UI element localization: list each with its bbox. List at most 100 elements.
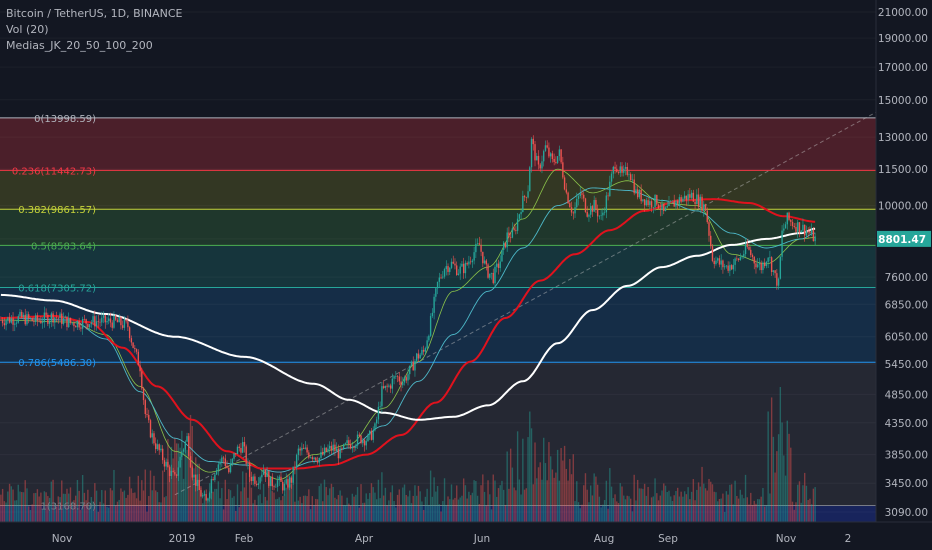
volume-bar (570, 474, 573, 522)
volume-bar (228, 489, 230, 522)
volume-bar (358, 507, 360, 522)
volume-bar (146, 511, 148, 522)
candle-body (466, 262, 468, 265)
volume-bar (224, 479, 227, 522)
candle-body (577, 196, 580, 199)
candle-body (610, 173, 613, 182)
candle-body (104, 315, 106, 323)
volume-bar (457, 499, 460, 522)
time-tick-label: Aug (594, 533, 615, 545)
volume-bar (410, 503, 413, 522)
candle-body (228, 467, 230, 473)
candle-body (367, 434, 369, 442)
candle-body (549, 153, 552, 157)
candle-body (99, 321, 101, 323)
symbol-title[interactable]: Bitcoin / TetherUS, 1D, BINANCE (6, 7, 183, 20)
candle-body (757, 264, 759, 268)
volume-bar (515, 490, 517, 522)
volume-bar (78, 490, 80, 522)
candle-body (309, 457, 312, 458)
candle-body (83, 318, 86, 320)
volume-bar (701, 466, 703, 522)
candle-body (38, 320, 40, 322)
volume-bar (34, 492, 37, 522)
volume-bar (349, 505, 352, 522)
time-tick-label: Sep (658, 533, 678, 545)
last-price-tag (877, 230, 931, 247)
volume-label[interactable]: Vol (20) (6, 23, 49, 36)
volume-bar (802, 485, 804, 522)
volume-bar (774, 472, 776, 522)
candle-body (776, 273, 778, 286)
price-tick-label: 6050.00 (885, 332, 928, 344)
candle-body (14, 323, 16, 325)
candle-body (800, 230, 802, 233)
candle-body (572, 212, 574, 214)
volume-bar (424, 496, 427, 522)
candle-body (351, 447, 354, 449)
volume-bar (248, 473, 251, 522)
volume-bar (536, 478, 538, 522)
volume-bar (108, 507, 110, 522)
indicator-label[interactable]: Medias_JK_20_50_100_200 (6, 39, 153, 52)
candle-body (395, 376, 397, 377)
volume-bar (99, 501, 101, 522)
volume-bar (769, 493, 771, 522)
candle-body (168, 467, 171, 476)
candle-body (313, 457, 315, 460)
candle-body (593, 200, 595, 212)
volume-bar (654, 478, 656, 522)
candle-body (772, 270, 775, 272)
volume-bar (76, 479, 79, 522)
volume-bar (231, 497, 233, 522)
volume-bar (635, 500, 637, 522)
volume-bar (687, 487, 689, 522)
volume-bar (182, 478, 185, 522)
candle-body (631, 179, 634, 181)
volume-bar (797, 484, 799, 522)
candle-body (412, 361, 414, 371)
volume-bar (94, 483, 96, 522)
candle-body (558, 149, 561, 157)
volume-bar (435, 491, 437, 522)
candle-body (21, 311, 23, 318)
candle-body (602, 212, 604, 216)
volume-bar (377, 479, 380, 522)
candle-body (562, 162, 564, 178)
candle-body (736, 258, 738, 260)
volume-bar (783, 455, 785, 522)
candle-body (292, 466, 294, 483)
candle-body (456, 265, 458, 275)
candle-body (135, 349, 138, 352)
volume-bar (172, 458, 174, 522)
volume-bar (442, 501, 444, 522)
volume-bar (562, 460, 564, 522)
candle-body (116, 319, 119, 323)
candle-body (616, 168, 618, 172)
volume-bar (798, 481, 801, 522)
volume-bar (339, 490, 341, 522)
candle-body (499, 261, 501, 268)
candle-body (316, 460, 319, 463)
candle-body (584, 198, 587, 212)
volume-bar (61, 480, 63, 522)
candle-body (330, 445, 333, 451)
volume-bar (612, 498, 615, 522)
candle-body (504, 242, 507, 248)
volume-bar (605, 480, 608, 522)
volume-bar (678, 496, 681, 522)
volume-bar (283, 494, 286, 522)
dashed-trendline (174, 111, 877, 496)
candle-body (311, 457, 314, 460)
candle-body (626, 166, 628, 175)
volume-bar (292, 478, 294, 522)
candle-body (302, 448, 305, 449)
volume-bar (90, 497, 93, 522)
candle-body (410, 361, 413, 366)
candle-body (527, 191, 529, 198)
candle-body (54, 317, 56, 323)
volume-bar (633, 474, 635, 522)
volume-bar (45, 492, 47, 522)
